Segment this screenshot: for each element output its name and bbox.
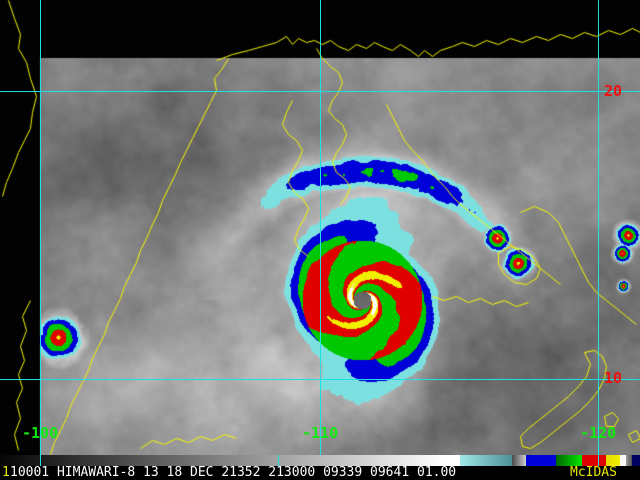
- colorbar-segment-white-block: [620, 455, 626, 466]
- satellite-image-canvas[interactable]: [0, 0, 640, 455]
- annotation-text-line: 1 10001 HIMAWARI-8 13 18 DEC 21352 21300…: [0, 466, 640, 480]
- satellite-image: [0, 0, 640, 455]
- longitude-label-minus110: -110: [302, 424, 339, 442]
- colorbar-tick: [278, 455, 279, 466]
- longitude-label-minus120: -120: [580, 424, 617, 442]
- colorbar-segment-navy-tail: [632, 455, 640, 466]
- ir-enhancement-colorbar[interactable]: [0, 455, 640, 466]
- colorbar-tick: [40, 455, 41, 466]
- colorbar-segment-blue-block: [526, 455, 556, 466]
- bottom-annotation-bar: 1 10001 HIMAWARI-8 13 18 DEC 21352 21300…: [0, 455, 640, 480]
- colorbar-segment-cyan-ramp: [460, 455, 512, 466]
- colorbar-segment-yellow-ramp: [606, 455, 620, 466]
- colorbar-segment-dark-gray: [512, 455, 526, 466]
- colorbar-segment-red-block: [582, 455, 606, 466]
- colorbar-segment-grayscale-ramp: [0, 455, 444, 466]
- longitude-label-minus100: -100: [22, 424, 59, 442]
- annotation-fields: 10001 HIMAWARI-8 13 18 DEC 21352 213000 …: [10, 465, 457, 480]
- colorbar-segment-gray-tail: [626, 455, 632, 466]
- colorbar-tick: [598, 455, 599, 466]
- leading-digit: 1: [2, 465, 10, 480]
- latitude-label-20: 20: [604, 82, 623, 100]
- latitude-label-10: 10: [604, 369, 623, 387]
- colorbar-segment-green-ramp: [556, 455, 582, 466]
- software-tag: McIDAS: [570, 465, 617, 480]
- colorbar-segment-white-plateau: [444, 455, 460, 466]
